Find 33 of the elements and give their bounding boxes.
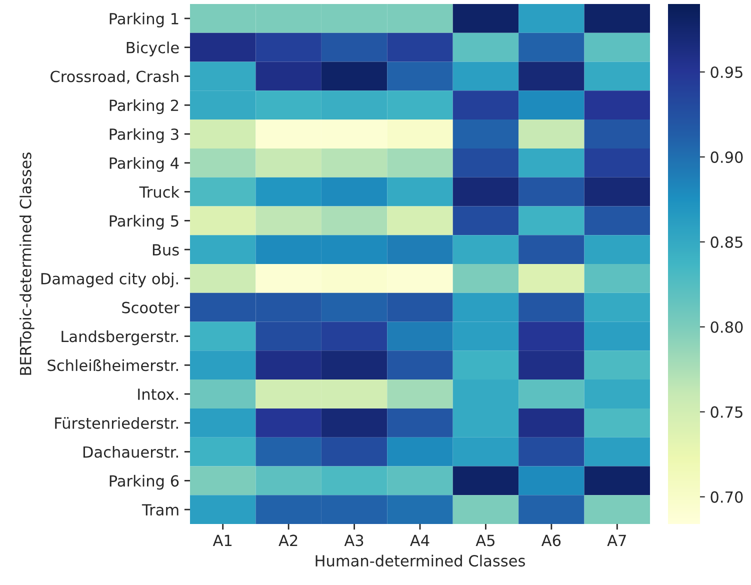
color-bar-label: 0.70 <box>710 491 743 503</box>
color-bar-label: 0.80 <box>710 321 743 333</box>
y-tick-label: Parking 6 <box>110 474 179 490</box>
y-tick-label: Tram <box>142 504 178 516</box>
y-tick-label: Crossroad, Crash <box>50 70 178 84</box>
y-tick-label: Schleißheimerstr. <box>48 359 178 372</box>
x-tick-label: A5 <box>476 534 494 546</box>
y-tick-label: Damaged city obj. <box>41 272 178 288</box>
y-tick-label: Intox. <box>138 388 178 400</box>
color-bar-label: 0.85 <box>710 236 742 248</box>
color-bar-label: 0.90 <box>710 151 743 163</box>
y-tick-label: Dachauerstr. <box>83 446 178 458</box>
color-bar-label: 0.75 <box>710 406 742 418</box>
x-tick-label: A6 <box>541 534 561 546</box>
x-tick-label: A3 <box>344 534 364 546</box>
x-tick-label: A1 <box>212 534 232 546</box>
y-tick-label: Parking 1 <box>110 12 178 28</box>
y-tick-label: Parking 3 <box>110 128 178 143</box>
y-tick-label: Parking 4 <box>110 157 179 172</box>
x-tick-label: A4 <box>410 534 430 546</box>
y-tick-label: Fürstenriederstr. <box>55 417 178 429</box>
y-tick-label: Scooter <box>122 302 180 314</box>
y-tick-label: Bus <box>152 244 179 256</box>
x-tick-label: A7 <box>607 534 626 546</box>
y-axis-title: BERTopic-determined Classes <box>20 152 34 375</box>
y-tick-label: Parking 5 <box>110 214 178 230</box>
x-axis-title: Human-determined Classes <box>316 554 525 567</box>
y-tick-label: Bicycle <box>126 42 179 56</box>
y-tick-label: Landsbergerstr. <box>62 330 178 346</box>
x-tick-label: A2 <box>278 534 298 546</box>
color-bar-label: 0.95 <box>710 66 742 78</box>
y-tick-label: Parking 2 <box>110 99 178 114</box>
y-tick-label: Truck <box>139 186 180 198</box>
